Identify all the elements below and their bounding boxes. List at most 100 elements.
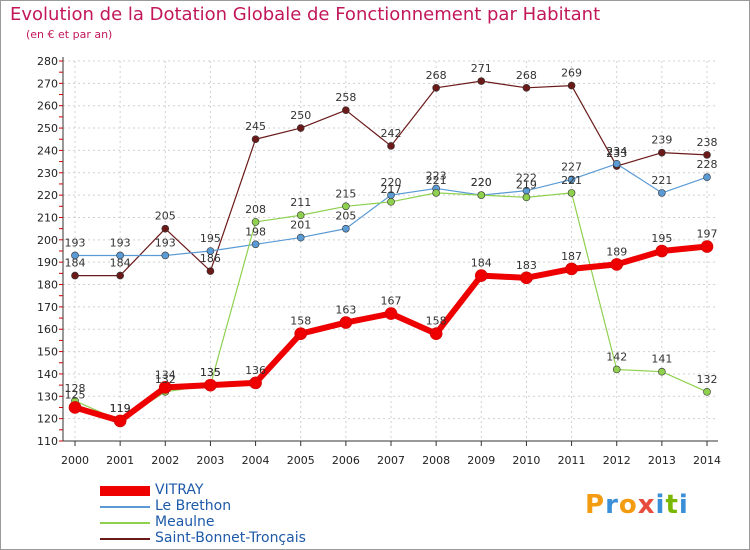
data-point-meaulne: [612, 365, 621, 374]
data-point-meaulne: [251, 218, 260, 226]
data-label-meaulne: 128: [65, 382, 86, 395]
data-point-le-brethon: [296, 233, 305, 242]
data-point-saint-bonnet-tron-ais: [522, 84, 531, 92]
x-tick-label: 2001: [106, 454, 134, 467]
data-label-le-brethon: 220: [381, 176, 402, 189]
data-label-meaulne: 132: [155, 373, 176, 386]
x-tick-label: 2000: [61, 454, 89, 467]
data-label-le-brethon: 201: [290, 219, 311, 232]
data-point-le-brethon: [206, 247, 215, 255]
data-label-meaulne: 211: [290, 196, 311, 209]
data-point-saint-bonnet-tron-ais: [116, 271, 124, 280]
data-point-vitray: [158, 381, 172, 394]
data-label-saint-bonnet-tron-ais: 239: [651, 134, 672, 147]
data-point-le-brethon: [612, 160, 621, 168]
data-point-meaulne: [477, 191, 486, 199]
data-point-meaulne: [522, 193, 531, 202]
data-point-vitray: [294, 327, 308, 341]
legend-swatch-le-brethon: [100, 506, 150, 508]
logo-letter: o: [618, 490, 638, 520]
axes: 110 120 130 140 150 160 170 180 190 200 210 220 230 2…: [37, 55, 721, 467]
data-point-le-brethon: [567, 175, 576, 184]
x-tick-label: 2005: [287, 454, 315, 467]
y-tick-label: 160: [37, 323, 58, 336]
data-label-saint-bonnet-tron-ais: 269: [561, 67, 582, 80]
legend-label-meaulne: Meaulne: [155, 514, 215, 530]
data-label-saint-bonnet-tron-ais: 245: [245, 120, 266, 133]
data-label-vitray: 195: [651, 232, 672, 245]
x-tick-label: 2004: [242, 454, 270, 467]
data-point-meaulne: [432, 189, 440, 197]
logo-letter: t: [665, 490, 679, 520]
data-point-saint-bonnet-tron-ais: [432, 84, 440, 92]
data-point-le-brethon: [116, 251, 124, 260]
legend-swatch-saint-bonnet: [100, 538, 150, 540]
data-label-saint-bonnet-tron-ais: 258: [335, 91, 356, 104]
data-point-saint-bonnet-tron-ais: [477, 77, 486, 85]
y-tick-label: 190: [37, 256, 58, 269]
data-point-le-brethon: [71, 251, 79, 260]
data-label-le-brethon: 223: [426, 169, 447, 182]
data-point-le-brethon: [251, 240, 260, 249]
y-tick-label: 250: [37, 122, 58, 135]
data-point-meaulne: [658, 367, 666, 376]
data-label-vitray: 158: [426, 315, 447, 328]
logo-letter: r: [605, 490, 619, 520]
data-label-saint-bonnet-tron-ais: 186: [200, 252, 221, 265]
y-tick-label: 130: [37, 390, 58, 403]
data-point-vitray: [113, 414, 127, 428]
data-point-saint-bonnet-tron-ais: [342, 106, 350, 114]
data-point-vitray: [249, 376, 262, 390]
data-point-meaulne: [387, 198, 395, 206]
y-tick-label: 200: [37, 234, 58, 247]
data-label-saint-bonnet-tron-ais: 271: [471, 62, 492, 75]
y-tick-label: 140: [37, 368, 58, 381]
data-label-le-brethon: 195: [200, 232, 221, 245]
data-label-meaulne: 141: [651, 353, 672, 366]
data-label-meaulne: 119: [110, 402, 131, 415]
data-point-vitray: [700, 240, 714, 253]
data-label-meaulne: 217: [381, 183, 402, 196]
data-label-vitray: 184: [471, 257, 492, 270]
data-label-le-brethon: 222: [516, 172, 537, 185]
data-point-le-brethon: [161, 251, 170, 260]
logo-letter: i: [678, 490, 689, 520]
data-label-meaulne: 208: [245, 203, 266, 216]
series-group: [68, 77, 714, 428]
data-label-vitray: 163: [335, 304, 356, 317]
data-point-le-brethon: [342, 224, 350, 233]
data-point-vitray: [384, 307, 398, 320]
data-point-vitray: [655, 244, 669, 258]
x-tick-label: 2008: [422, 454, 450, 467]
data-label-saint-bonnet-tron-ais: 268: [516, 69, 537, 82]
data-point-saint-bonnet-tron-ais: [251, 135, 260, 144]
legend-swatch-vitray: [100, 486, 150, 496]
data-label-le-brethon: 234: [606, 145, 627, 158]
data-label-saint-bonnet-tron-ais: 184: [110, 257, 131, 270]
data-label-le-brethon: 228: [697, 158, 718, 171]
data-label-meaulne: 220: [471, 176, 492, 189]
y-tick-label: 110: [37, 435, 58, 448]
y-tick-label: 120: [37, 413, 58, 426]
data-label-vitray: 119: [110, 402, 131, 415]
y-tick-label: 180: [37, 279, 58, 292]
data-point-le-brethon: [658, 189, 666, 197]
data-point-meaulne: [567, 189, 576, 197]
data-label-vitray: 134: [155, 368, 176, 381]
legend-label-le-brethon: Le Brethon: [155, 498, 232, 514]
data-label-meaulne: 221: [426, 174, 447, 187]
data-point-saint-bonnet-tron-ais: [658, 148, 666, 157]
data-label-le-brethon: 193: [110, 236, 131, 249]
data-point-saint-bonnet-tron-ais: [161, 224, 170, 233]
data-point-meaulne: [703, 388, 711, 396]
data-label-saint-bonnet-tron-ais: 205: [155, 210, 176, 223]
legend-label-vitray: VITRAY: [155, 482, 204, 498]
data-label-vitray: 189: [606, 245, 627, 258]
data-label-meaulne: 142: [606, 350, 627, 363]
chart-title: Evolution de la Dotation Globale de Fonc…: [10, 4, 601, 25]
data-point-meaulne: [342, 202, 350, 211]
y-tick-label: 220: [37, 189, 58, 202]
data-label-vitray: 158: [290, 315, 311, 328]
